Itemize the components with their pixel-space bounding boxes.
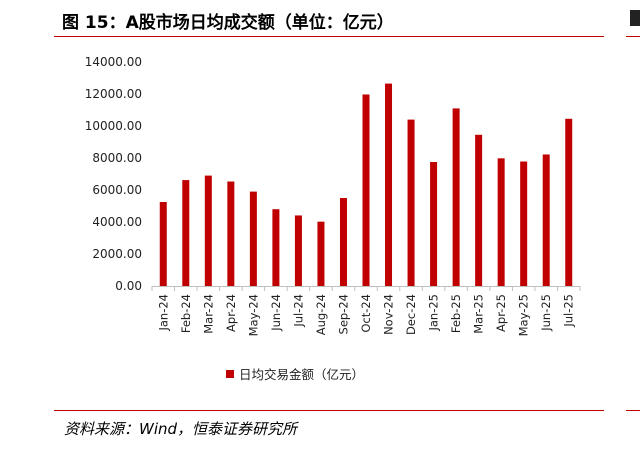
bar [159, 202, 167, 286]
x-tick-label: Mar-25 [472, 294, 486, 334]
y-tick-label: 14000.00 [85, 55, 142, 69]
bar [249, 191, 257, 286]
bar [204, 175, 212, 286]
bar [430, 162, 438, 286]
bar [362, 94, 370, 286]
bar [497, 158, 505, 286]
y-tick-label: 10000.00 [85, 119, 142, 133]
x-tick-label: Jul-24 [291, 294, 305, 328]
bar [227, 181, 235, 286]
y-tick-label: 6000.00 [92, 183, 142, 197]
x-tick-label: Feb-25 [449, 294, 463, 333]
adjacent-panel-divider-bottom [626, 410, 640, 411]
x-tick-label: Feb-24 [179, 294, 193, 333]
bar [475, 134, 483, 286]
bar [317, 221, 325, 286]
x-tick-label: Oct-24 [359, 294, 373, 333]
chart-title: 图 15：A股市场日均成交额（单位：亿元） [62, 13, 394, 33]
x-axis: Jan-24 Feb-24 Mar-24 Apr-24 May-24 Jun-24 Jul-… [151, 286, 581, 336]
x-tick-label: May-24 [246, 294, 260, 336]
x-tick-label: Jun-24 [269, 294, 283, 332]
bar [385, 83, 393, 286]
y-tick-label: 12000.00 [85, 87, 142, 101]
y-tick-label: 4000.00 [92, 215, 142, 229]
bar [339, 198, 347, 286]
bar [452, 108, 460, 287]
x-tick-label: Jan-24 [156, 294, 170, 332]
bar [294, 215, 302, 286]
y-tick-label: 8000.00 [92, 151, 142, 165]
bar [182, 180, 190, 286]
y-axis: 0.00 2000.00 4000.00 6000.00 8000.00 10000.00… [85, 55, 142, 293]
bar [520, 161, 528, 286]
x-tick-label: Jul-25 [562, 294, 576, 328]
bottom-divider [54, 410, 604, 411]
legend-label: 日均交易金额（亿元） [239, 367, 364, 382]
x-tick-label: Jan-25 [427, 294, 441, 332]
adjacent-panel-title-fragment [630, 10, 640, 26]
x-tick-label: Nov-24 [382, 294, 396, 335]
legend-swatch [226, 370, 234, 378]
x-tick-label: Mar-24 [201, 294, 215, 334]
legend: 日均交易金额（亿元） [226, 367, 364, 382]
bars [159, 83, 573, 287]
x-tick-label: Sep-24 [336, 294, 350, 334]
adjacent-panel-divider-top [626, 36, 640, 37]
y-tick-label: 0.00 [115, 279, 142, 293]
bar [407, 119, 415, 286]
top-divider [54, 36, 604, 37]
bar [272, 209, 280, 286]
source-note: 资料来源：Wind，恒泰证券研究所 [64, 420, 298, 438]
x-tick-label: Aug-24 [314, 294, 328, 335]
bar [542, 154, 550, 286]
x-tick-label: Jun-25 [539, 294, 553, 332]
x-tick-label: Apr-25 [494, 294, 508, 332]
y-tick-label: 2000.00 [92, 247, 142, 261]
x-tick-label: Dec-24 [404, 294, 418, 335]
x-tick-label: May-25 [517, 294, 531, 336]
x-tick-label: Apr-24 [224, 294, 238, 332]
bar [565, 118, 573, 286]
